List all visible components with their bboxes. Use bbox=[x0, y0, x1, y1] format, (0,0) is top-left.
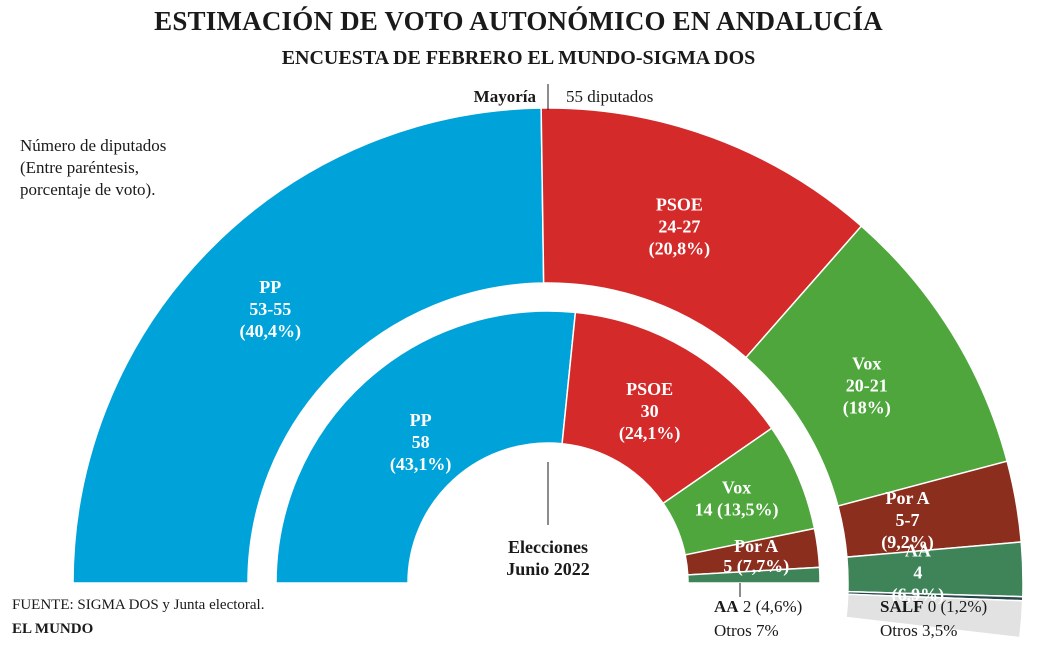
outer-label-vox-1: 20-21 bbox=[846, 375, 888, 395]
chart-subtitle: ENCUESTA DE FEBRERO EL MUNDO-SIGMA DOS bbox=[281, 47, 756, 69]
inner-label-psoe-1: 30 bbox=[641, 401, 659, 421]
majority-label: Mayoría bbox=[474, 87, 537, 106]
outer-label-pp-0: PP bbox=[259, 277, 281, 297]
chart-title: ESTIMACIÓN DE VOTO AUTONÓMICO EN ANDALUC… bbox=[154, 6, 883, 36]
inner-label-por-a-1: 5 (7,7%) bbox=[723, 556, 789, 577]
inner-label-psoe-0: PSOE bbox=[626, 379, 673, 399]
inner-label-pp-1: 58 bbox=[412, 432, 430, 452]
inner-label-vox-0: Vox bbox=[722, 478, 751, 498]
inner-label-vox-1: 14 (13,5%) bbox=[695, 500, 779, 521]
outer-label-vox-0: Vox bbox=[852, 353, 881, 373]
inner-slice-pp bbox=[275, 310, 577, 584]
inner-slice-aa bbox=[686, 566, 821, 584]
slice-labels: PP53-55(40,4%)PSOE24-27(20,8%)Vox20-21(1… bbox=[239, 194, 944, 605]
outer-slice-pp bbox=[72, 107, 545, 584]
outer-label-aa-2: (6,9%) bbox=[892, 584, 945, 605]
inner-ring bbox=[275, 310, 821, 584]
inner-label-por-a-0: Por A bbox=[734, 536, 778, 556]
outer-label-por-a-2: (9,2%) bbox=[881, 532, 934, 553]
outer-ring bbox=[72, 107, 1024, 639]
inner-ring-label-line2: Junio 2022 bbox=[506, 559, 590, 579]
outer-label-vox-2: (18%) bbox=[843, 397, 891, 418]
inner-label-pp-2: (43,1%) bbox=[390, 454, 452, 475]
outer-label-aa-1: 4 bbox=[913, 562, 922, 582]
inner-otros-label: Otros 7% bbox=[714, 621, 779, 640]
outer-label-pp-2: (40,4%) bbox=[239, 321, 301, 342]
brand-name: EL MUNDO bbox=[12, 621, 94, 637]
outer-label-psoe-1: 24-27 bbox=[658, 216, 700, 236]
outer-label-aa-0: AA bbox=[905, 540, 931, 560]
note-line: (Entre paréntesis, bbox=[20, 158, 139, 177]
inner-aa-label: AA 2 (4,6%) bbox=[714, 597, 802, 616]
source-note: FUENTE: SIGMA DOS y Junta electoral. bbox=[12, 597, 265, 613]
outer-slice-otros bbox=[845, 593, 1024, 639]
inner-label-psoe-2: (24,1%) bbox=[619, 423, 681, 444]
outer-label-por-a-0: Por A bbox=[885, 488, 929, 508]
inner-slice-psoe bbox=[561, 311, 773, 505]
majority-value: 55 diputados bbox=[566, 87, 653, 106]
outer-label-por-a-1: 5-7 bbox=[896, 510, 920, 530]
outer-otros-label: Otros 3,5% bbox=[880, 621, 957, 640]
outer-label-psoe-0: PSOE bbox=[656, 194, 703, 214]
outer-salf-label: SALF 0 (1,2%) bbox=[880, 597, 987, 616]
outer-label-psoe-2: (20,8%) bbox=[649, 238, 711, 259]
note-line: Número de diputados bbox=[20, 136, 167, 155]
legend-note: Número de diputados (Entre paréntesis, p… bbox=[20, 135, 220, 201]
note-line: porcentaje de voto). bbox=[20, 180, 156, 199]
inner-ring-label-line1: Elecciones bbox=[508, 537, 588, 557]
outer-label-pp-1: 53-55 bbox=[249, 299, 291, 319]
inner-label-pp-0: PP bbox=[410, 410, 432, 430]
